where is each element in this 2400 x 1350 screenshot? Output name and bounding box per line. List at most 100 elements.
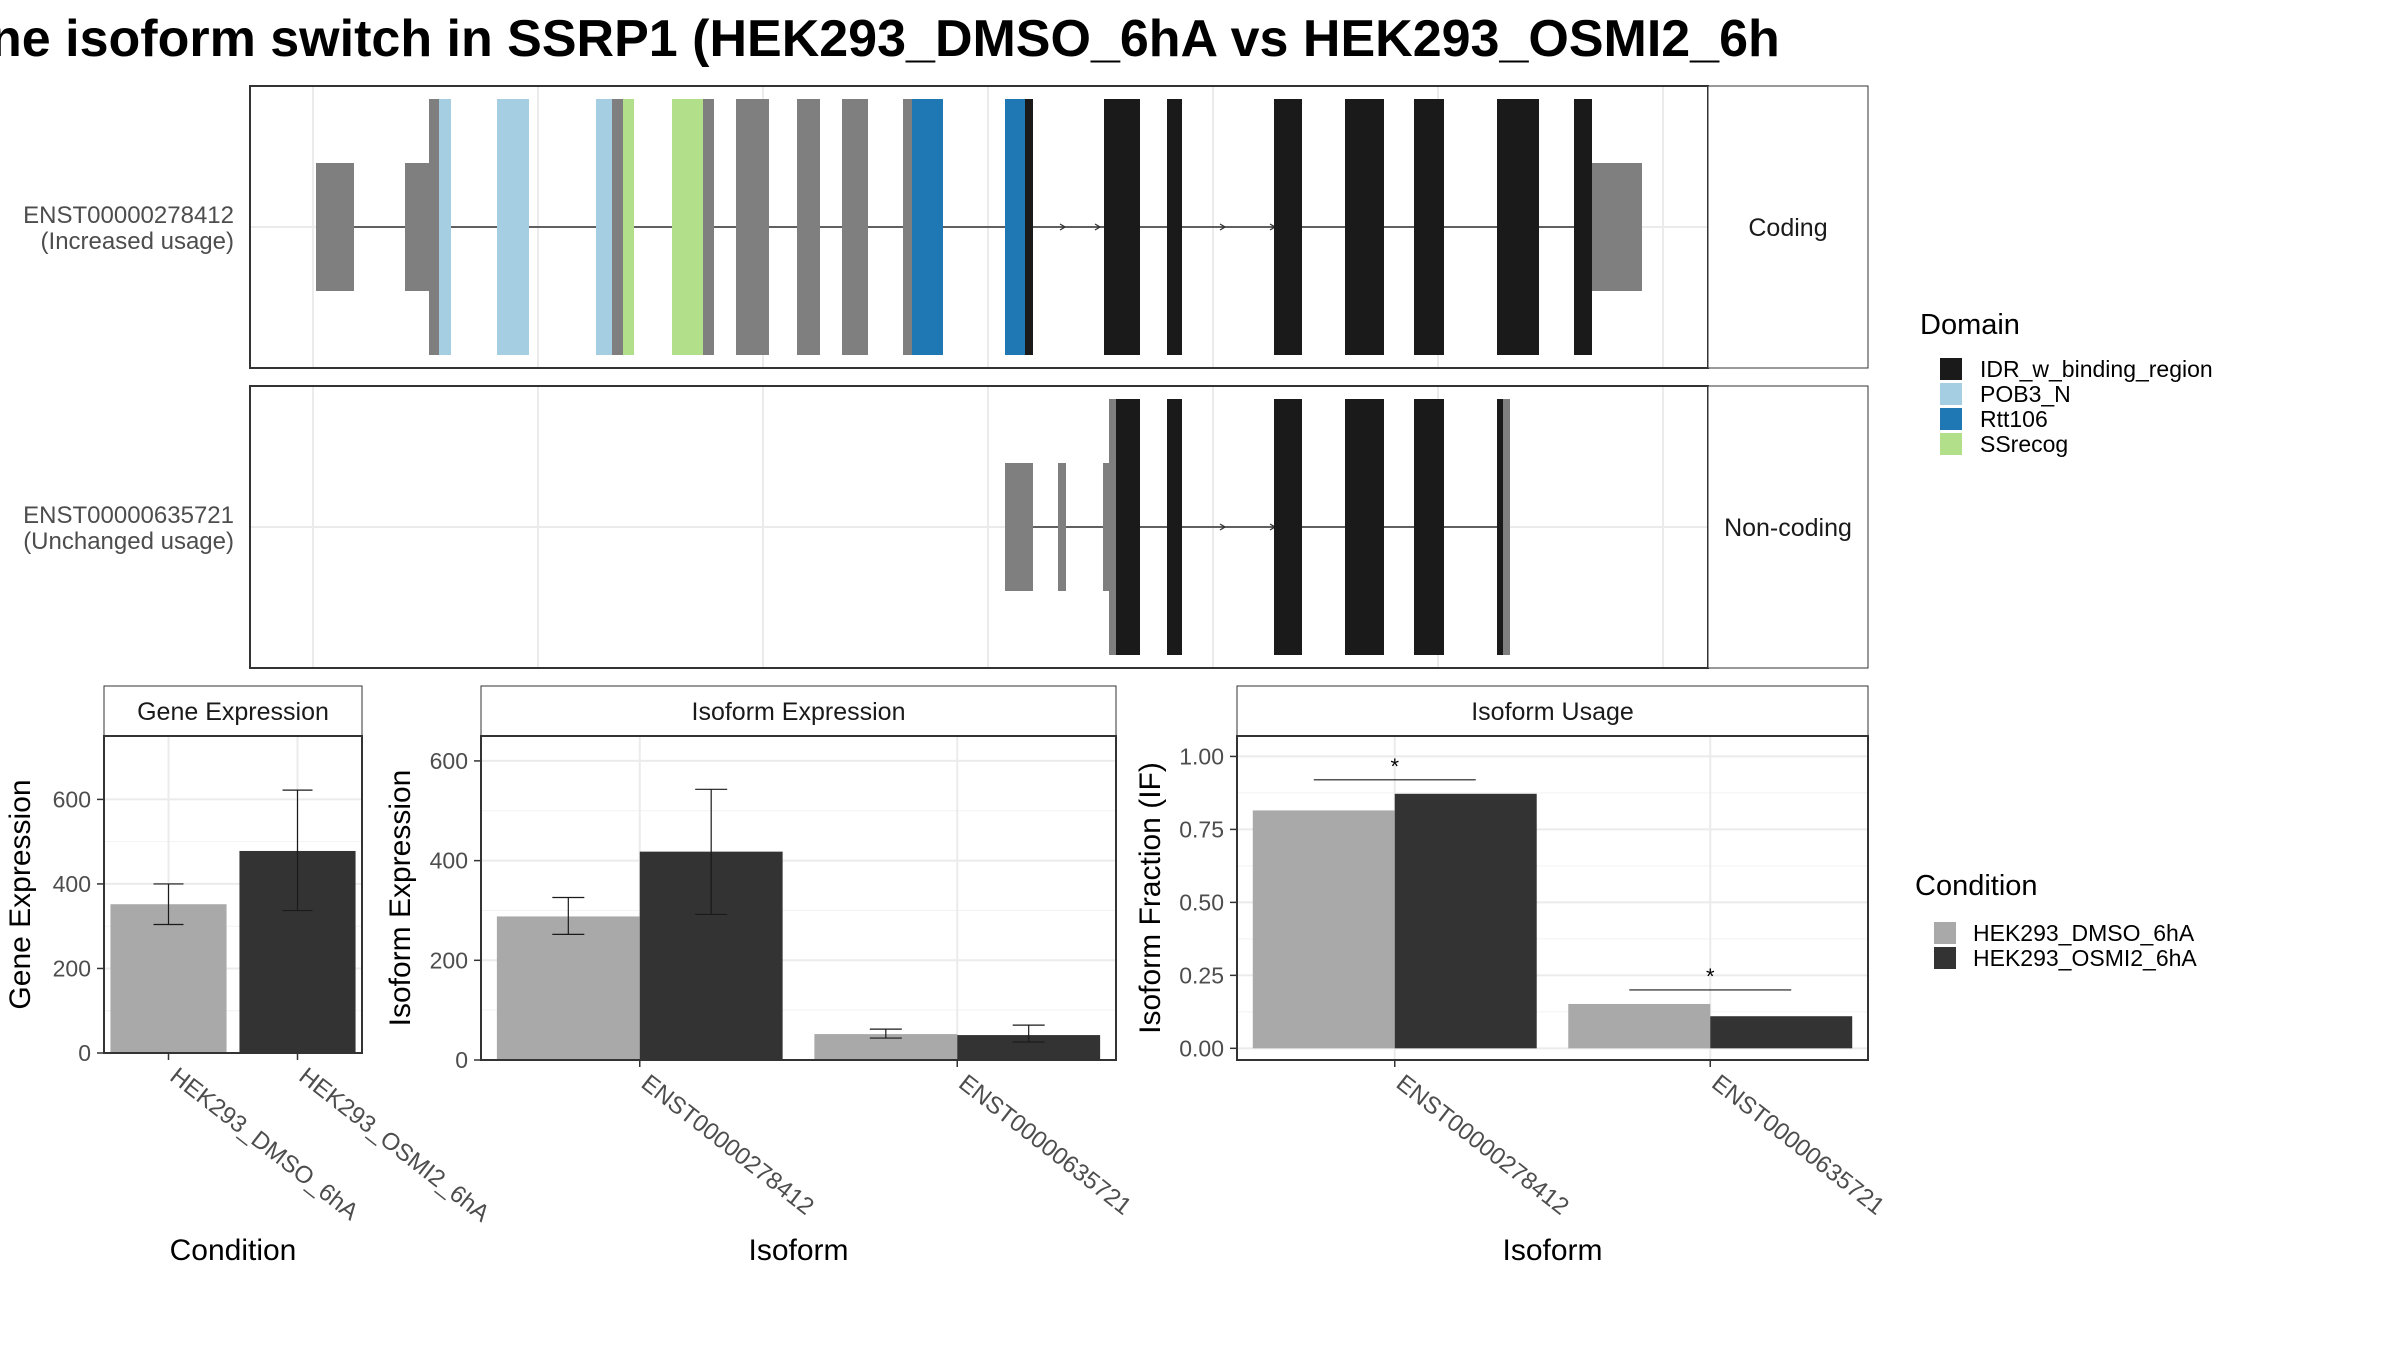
- transcript-usage-label: (Increased usage): [41, 228, 234, 255]
- plot-border: [103, 735, 363, 1054]
- y-tick-label: 0.25: [1179, 962, 1224, 988]
- y-tick-label: 200: [430, 947, 468, 973]
- condition-legend-title: Condition: [1915, 870, 2038, 902]
- expression-charts: Gene Expression0200400600HEK293_DMSO_6hA…: [4, 685, 1890, 1267]
- exon-IDR_w_binding_region: [1274, 99, 1302, 355]
- exon-exon_plain: [1103, 463, 1110, 591]
- exon-exon_plain: [1058, 463, 1066, 591]
- facet-strip-label: Coding: [1748, 214, 1827, 242]
- exon-IDR_w_binding_region: [1497, 99, 1539, 355]
- chart-title-strip: [1236, 685, 1869, 737]
- bar-HEK293_DMSO_6hA: [110, 904, 227, 1053]
- transcript-id-label: ENST00000278412: [23, 202, 234, 229]
- exon-IDR_w_binding_region: [1167, 399, 1182, 655]
- exon-SSrecog: [672, 99, 703, 355]
- chart-title: Isoform Usage: [1471, 698, 1634, 726]
- transcript-panel-ENST00000278412: Coding ENST00000278412(Increased usage): [23, 85, 1869, 369]
- plot-border: [480, 735, 1117, 1061]
- chart-title-strip: [480, 685, 1117, 737]
- exon-IDR_w_binding_region: [1116, 399, 1140, 655]
- exon-exon_plain: [736, 99, 769, 355]
- domain-legend-swatch: [1940, 433, 1962, 455]
- y-tick-label: 400: [430, 848, 468, 874]
- strand-arrow: [1219, 523, 1227, 531]
- significance-star: *: [1706, 964, 1715, 989]
- transcript-structure-panels: Coding ENST00000278412(Increased usage) No…: [23, 85, 1869, 669]
- exon-exon_plain: [703, 99, 714, 355]
- exon-exon_plain: [1592, 163, 1642, 291]
- y-tick-label: 0: [78, 1040, 91, 1066]
- facet-strip-label: Non-coding: [1724, 514, 1852, 542]
- bar-HEK293_DMSO_6hA: [1252, 810, 1395, 1049]
- bar-HEK293_OSMI2_6hA: [1394, 793, 1537, 1049]
- facet-strip: [1707, 85, 1869, 369]
- exon-POB3_N: [596, 99, 612, 355]
- exon-SSrecog: [623, 99, 634, 355]
- exon-exon_plain: [842, 99, 868, 355]
- y-axis-title: Isoform Expression: [384, 770, 417, 1027]
- figure-title: ne isoform switch in SSRP1 (HEK293_DMSO_…: [0, 10, 1780, 68]
- exon-IDR_w_binding_region: [1497, 399, 1503, 655]
- plot-border: [1236, 735, 1869, 1061]
- exon-exon_plain: [612, 99, 623, 355]
- y-tick-label: 200: [53, 955, 91, 981]
- chart-title: Gene Expression: [137, 698, 329, 726]
- x-tick-label: ENST00000635721: [954, 1069, 1137, 1220]
- strand-arrow: [1219, 223, 1227, 231]
- condition-legend-label: HEK293_OSMI2_6hA: [1973, 945, 2197, 971]
- exon-exon_plain: [1109, 399, 1116, 655]
- x-axis-title: Isoform: [748, 1234, 848, 1267]
- domain-legend-label: Rtt106: [1980, 406, 2048, 432]
- exon-IDR_w_binding_region: [1414, 99, 1444, 355]
- chart-0: Gene Expression0200400600HEK293_DMSO_6hA…: [4, 685, 494, 1267]
- y-tick-label: 0: [455, 1047, 468, 1073]
- chart-2: Isoform Usage * * 0.00 0.25 0.50 0.75 1.00 ENST0…: [1134, 685, 1890, 1267]
- y-tick-label: 400: [53, 871, 91, 897]
- exon-exon_plain: [797, 99, 820, 355]
- y-axis-title: Isoform Fraction (IF): [1134, 762, 1167, 1034]
- facet-strip: [1707, 385, 1869, 669]
- y-tick-label: 1.00: [1179, 743, 1224, 769]
- exon-IDR_w_binding_region: [1345, 99, 1384, 355]
- exon-IDR_w_binding_region: [1345, 399, 1384, 655]
- exon-exon_plain: [316, 163, 354, 291]
- x-tick-label: ENST00000278412: [636, 1069, 819, 1220]
- strand-arrow: [1094, 223, 1102, 231]
- x-tick-label: ENST00000278412: [1391, 1069, 1574, 1220]
- y-tick-label: 0.50: [1179, 889, 1224, 915]
- y-tick-label: 600: [53, 786, 91, 812]
- x-axis-title: Condition: [170, 1234, 297, 1267]
- chart-title: Isoform Expression: [692, 698, 906, 726]
- exon-IDR_w_binding_region: [1104, 99, 1140, 355]
- strand-arrow: [1059, 223, 1067, 231]
- x-tick-label: ENST00000635721: [1707, 1069, 1890, 1220]
- chart-title-strip: [103, 685, 363, 737]
- y-tick-label: 600: [430, 748, 468, 774]
- exon-IDR_w_binding_region: [1414, 399, 1444, 655]
- domain-legend-label: POB3_N: [1980, 381, 2071, 407]
- domain-legend: Domain IDR_w_binding_regionPOB3_NRtt106S…: [1920, 309, 2213, 457]
- significance-star: *: [1390, 754, 1399, 779]
- exon-exon_plain: [1503, 399, 1510, 655]
- exon-exon_plain: [429, 99, 439, 355]
- condition-legend-label: HEK293_DMSO_6hA: [1973, 920, 2195, 946]
- condition-legend: Condition HEK293_DMSO_6hAHEK293_OSMI2_6h…: [1915, 870, 2197, 971]
- exon-exon_plain: [903, 99, 912, 355]
- chart-1: Isoform Expression 0 200 400 600 ENST00000278…: [384, 685, 1137, 1267]
- exon-exon_plain: [1005, 463, 1033, 591]
- bar-HEK293_OSMI2_6hA: [1710, 1016, 1853, 1049]
- domain-legend-swatch: [1940, 358, 1962, 380]
- domain-legend-label: SSrecog: [1980, 431, 2068, 457]
- exon-POB3_N: [497, 99, 529, 355]
- y-tick-label: 0.00: [1179, 1035, 1224, 1061]
- condition-legend-swatch: [1934, 947, 1956, 969]
- condition-legend-swatch: [1934, 922, 1956, 944]
- exon-Rtt106: [1005, 99, 1025, 355]
- domain-legend-title: Domain: [1920, 309, 2020, 341]
- domain-legend-swatch: [1940, 408, 1962, 430]
- exon-POB3_N: [439, 99, 451, 355]
- domain-legend-label: IDR_w_binding_region: [1980, 356, 2213, 382]
- x-axis-title: Isoform: [1502, 1234, 1602, 1267]
